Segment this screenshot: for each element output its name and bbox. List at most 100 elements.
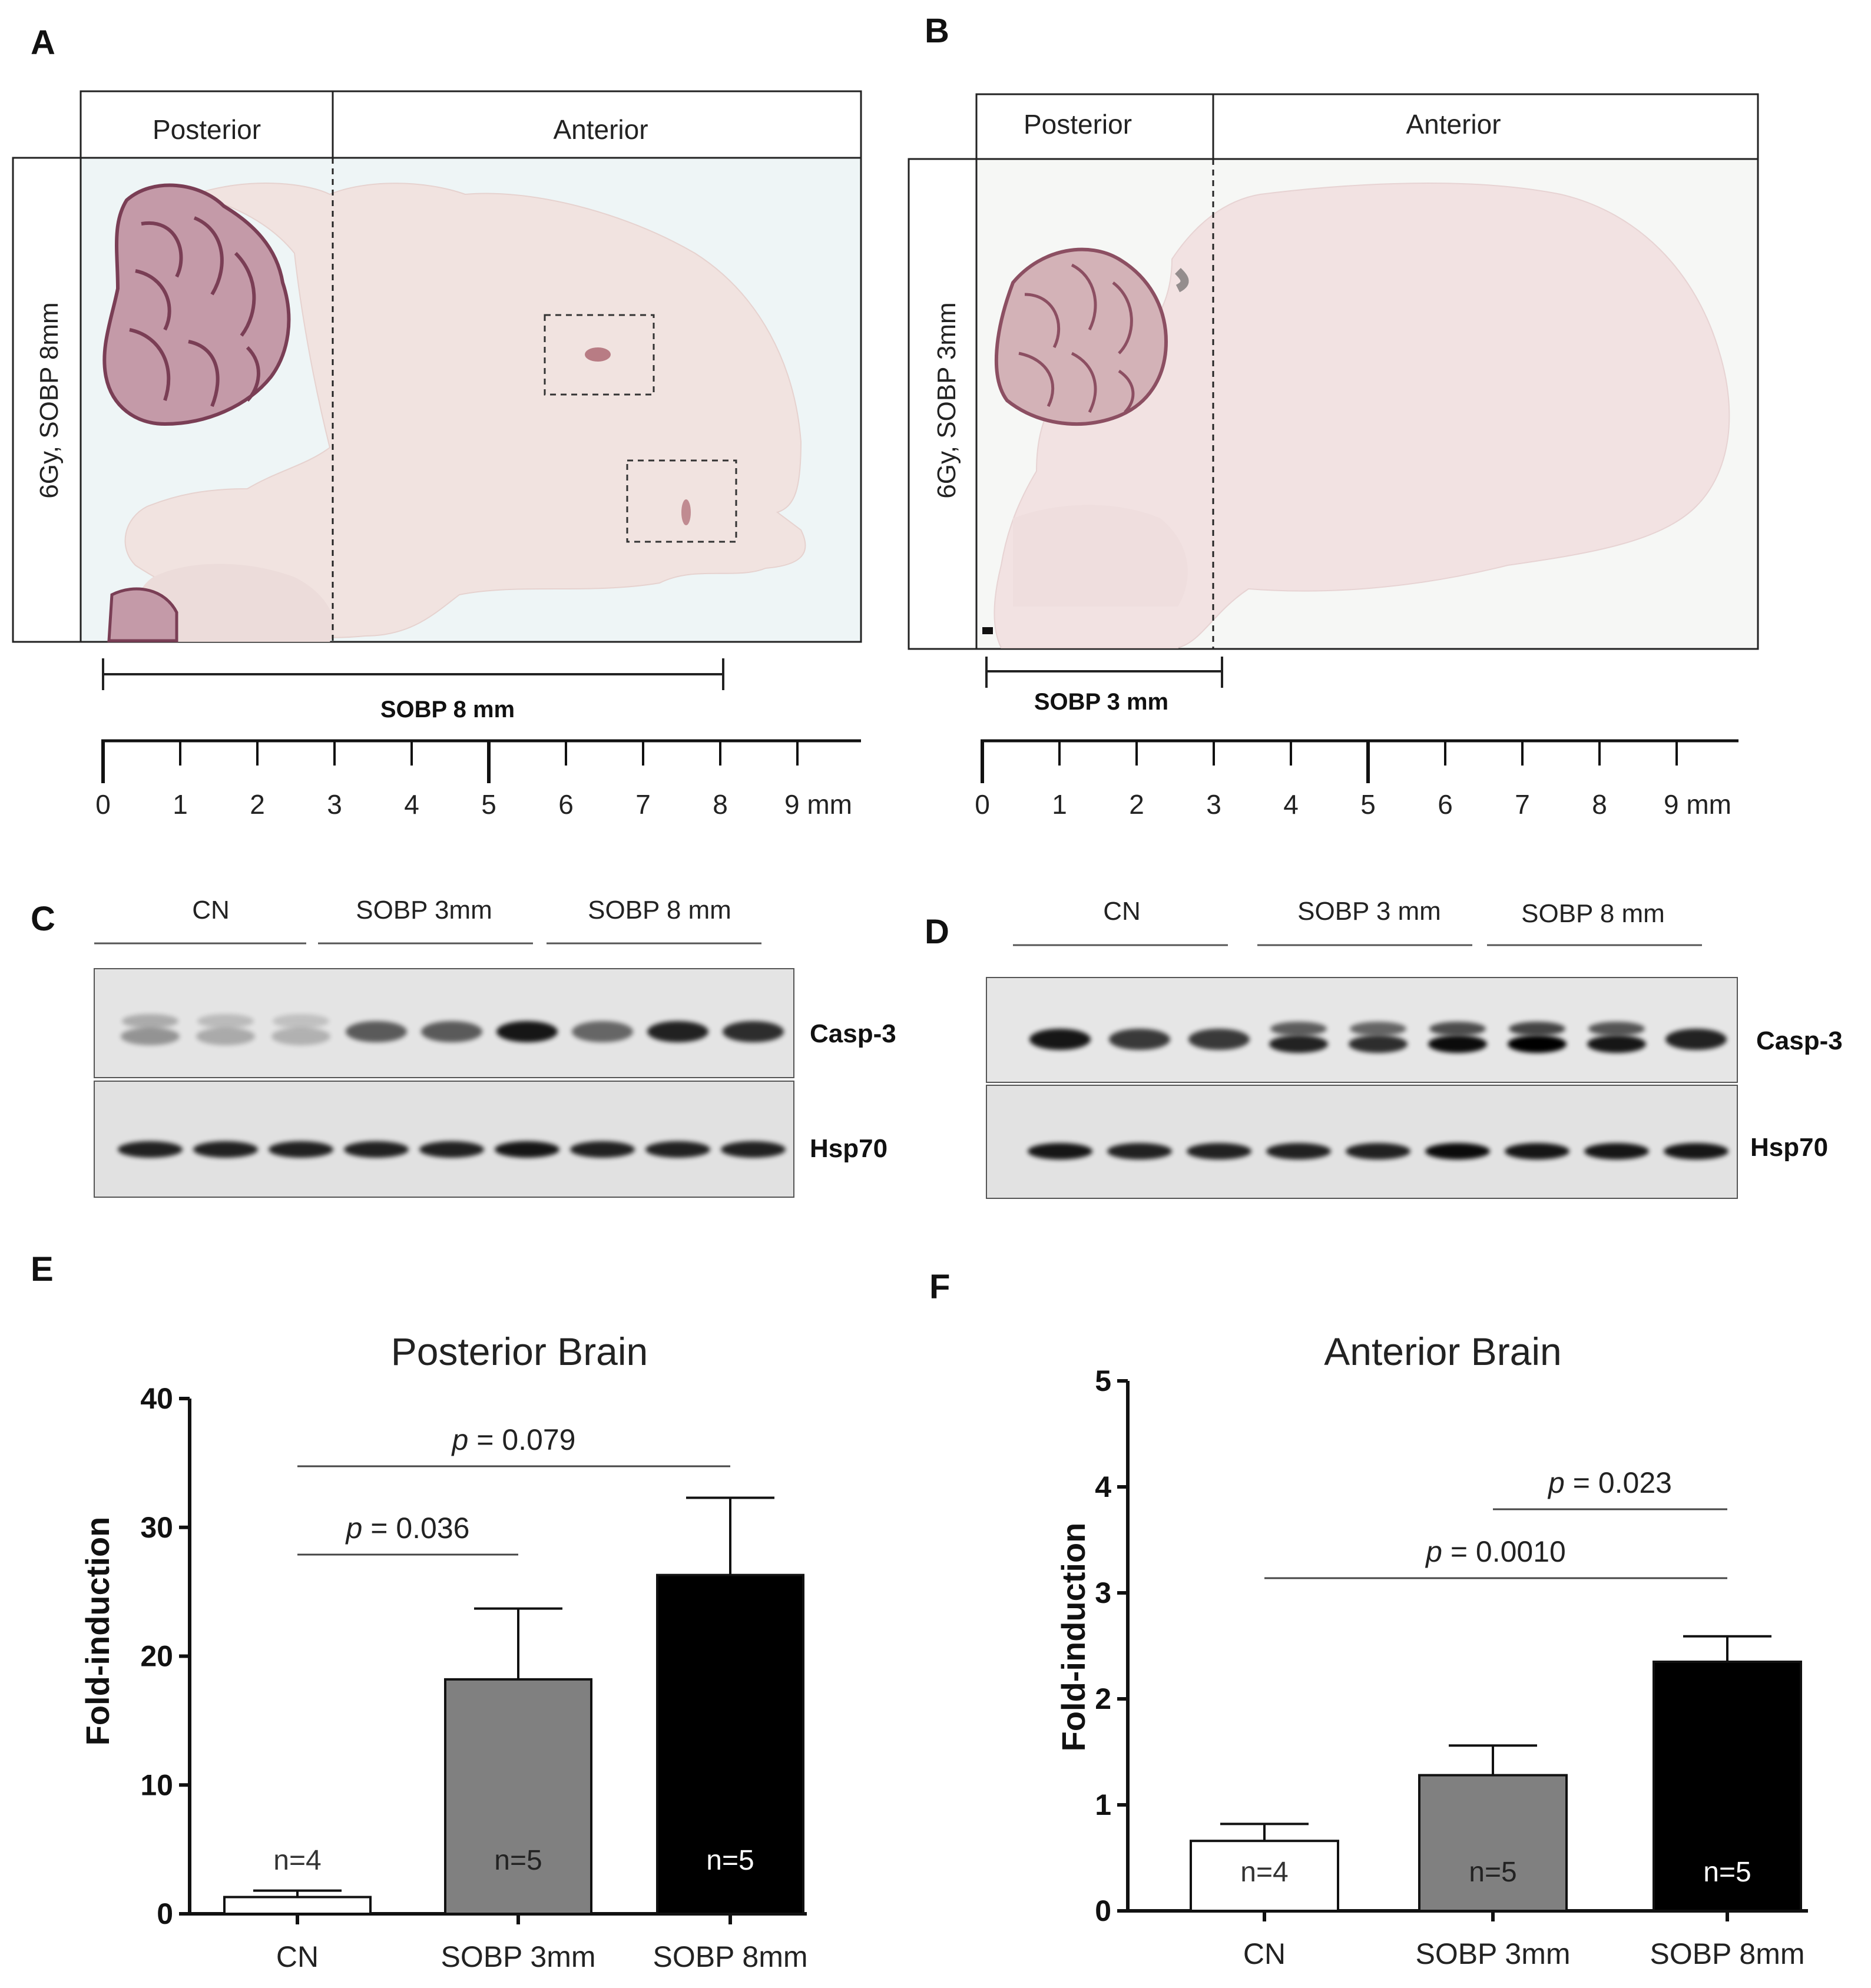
blot-band <box>645 1141 710 1158</box>
bar-chart-anterior: Anterior Brain Fold-induction 0 1 2 3 4 5 CN n=… <box>1055 1330 1808 1970</box>
sobp-bracket-label: SOBP 3 mm <box>1034 689 1168 715</box>
ruler-tick-label: 3 <box>327 789 342 820</box>
sobp-bracket-label: SOBP 8 mm <box>380 697 515 723</box>
blot-band <box>572 1021 633 1042</box>
blot-band <box>1665 1029 1727 1050</box>
cerebellum <box>994 247 1168 426</box>
blot-row-label-casp3: Casp-3 <box>810 1019 896 1048</box>
y-tick-label: 3 <box>1095 1576 1111 1609</box>
ruler-tick-label: 4 <box>404 789 419 820</box>
y-tick-label: 20 <box>140 1640 173 1673</box>
blot-band <box>118 1141 183 1158</box>
blot-band <box>1428 1035 1487 1053</box>
x-tick-label: SOBP 3mm <box>1415 1937 1570 1970</box>
ruler-tick-label: 6 <box>1438 789 1453 820</box>
blot-band <box>1107 1143 1172 1159</box>
posterior-label: Posterior <box>153 114 261 145</box>
chart-title: Posterior Brain <box>391 1330 648 1373</box>
blot-band <box>570 1141 635 1158</box>
brain-tissue <box>994 183 1730 648</box>
ruler-tick-label: 3 <box>1206 789 1221 820</box>
histology-panel-b: Posterior Anterior 6Gy, SOBP 3mm SOBP 3 … <box>908 93 1759 820</box>
n-label: n=4 <box>1240 1857 1288 1888</box>
bar-0 <box>223 1896 372 1915</box>
x-tick-label: SOBP 3mm <box>441 1940 595 1973</box>
plot-area: 0 10 20 30 40 CN n=4 SOBP 3mm n=5 SOBP 8mm n=5 p = … <box>140 1382 807 1973</box>
bar-0 <box>1190 1840 1339 1912</box>
blot-row-label-casp3: Casp-3 <box>1756 1026 1843 1055</box>
panel-label-f: F <box>929 1268 950 1306</box>
blot-row-label-hsp70: Hsp70 <box>810 1134 888 1163</box>
anterior-label: Anterior <box>1406 109 1501 140</box>
ruler-tick-label: 1 <box>173 789 188 820</box>
y-tick-label: 0 <box>157 1897 173 1930</box>
panel-label-b: B <box>925 12 949 50</box>
p-value-label: p = 0.0010 <box>1425 1535 1566 1568</box>
y-tick-label: 2 <box>1095 1682 1111 1715</box>
blot-group-label-sobp3: SOBP 3 mm <box>1297 897 1441 926</box>
blot-band <box>1346 1143 1410 1159</box>
x-tick-label: CN <box>276 1940 319 1973</box>
blot-band <box>647 1021 708 1042</box>
region-header-box <box>975 93 1759 160</box>
blot-band <box>1266 1143 1331 1159</box>
blot-band <box>1349 1035 1408 1053</box>
histology-panel-a: Posterior Anterior 6Gy, SOBP 8mm SOBP 8 … <box>12 90 862 820</box>
ruler-tick-label: 7 <box>1515 789 1530 820</box>
brain-tissue <box>124 183 806 638</box>
ruler-tick-label: 2 <box>1129 789 1144 820</box>
blot-band <box>269 1141 333 1158</box>
ruler-tick-label: 0 <box>95 789 111 820</box>
blot-band <box>1429 1022 1486 1036</box>
bar-chart-posterior: Posterior Brain Fold-induction 0 10 20 30 40… <box>79 1330 808 1973</box>
blot-band <box>1664 1143 1728 1159</box>
panel-label-d: D <box>925 913 949 951</box>
roi-box-2 <box>626 459 737 543</box>
western-blot-d: CN SOBP 3 mm SOBP 8 mm Casp-3 Hsp70 <box>986 897 1843 1199</box>
blot-band <box>1270 1022 1327 1036</box>
ruler-tick-label: 7 <box>635 789 651 820</box>
p-value-label: p = 0.036 <box>345 1512 470 1545</box>
bar-2 <box>1653 1661 1802 1912</box>
blot-band <box>196 1028 255 1045</box>
blot-band <box>1505 1143 1569 1159</box>
blot-band <box>1584 1143 1649 1159</box>
blot-band <box>419 1141 484 1158</box>
bar-1 <box>444 1678 592 1915</box>
blot-group-label-sobp8: SOBP 8 mm <box>588 896 731 925</box>
blot-membrane-hsp70 <box>986 1085 1738 1199</box>
y-tick-label: 30 <box>140 1511 173 1544</box>
panel-label-e: E <box>31 1250 54 1288</box>
blot-band <box>193 1141 258 1158</box>
blot-group-label-sobp3: SOBP 3mm <box>356 896 492 925</box>
blot-band <box>1028 1143 1092 1159</box>
x-tick-label: SOBP 8mm <box>1650 1937 1804 1970</box>
ruler-tick-label: 2 <box>250 789 265 820</box>
blot-row-label-hsp70: Hsp70 <box>1750 1133 1828 1162</box>
y-tick-label: 0 <box>1095 1894 1111 1927</box>
blot-band <box>1029 1029 1091 1050</box>
blot-group-label-cn: CN <box>192 896 230 925</box>
p-value-label: p = 0.023 <box>1547 1466 1672 1499</box>
n-label: n=5 <box>1469 1857 1516 1888</box>
blot-band <box>1350 1022 1406 1036</box>
condition-label: 6Gy, SOBP 3mm <box>932 302 961 498</box>
anterior-label: Anterior <box>553 114 648 145</box>
ruler-ticks: 0 1 2 3 4 5 6 7 8 9 mm <box>95 741 852 820</box>
n-label: n=4 <box>273 1845 321 1876</box>
condition-label: 6Gy, SOBP 8mm <box>35 302 64 498</box>
blot-band <box>197 1014 254 1028</box>
ruler-tick-label: 8 <box>713 789 728 820</box>
blot-band <box>1587 1035 1646 1053</box>
blot-band <box>496 1021 558 1042</box>
blot-band <box>273 1014 329 1028</box>
blot-band <box>1188 1029 1250 1050</box>
blot-band <box>1187 1143 1251 1159</box>
blot-band <box>1588 1022 1645 1036</box>
blot-band <box>271 1028 330 1045</box>
roi-box-1 <box>544 314 655 396</box>
blot-group-label-sobp8: SOBP 8 mm <box>1521 899 1665 928</box>
y-tick-label: 4 <box>1095 1470 1111 1503</box>
